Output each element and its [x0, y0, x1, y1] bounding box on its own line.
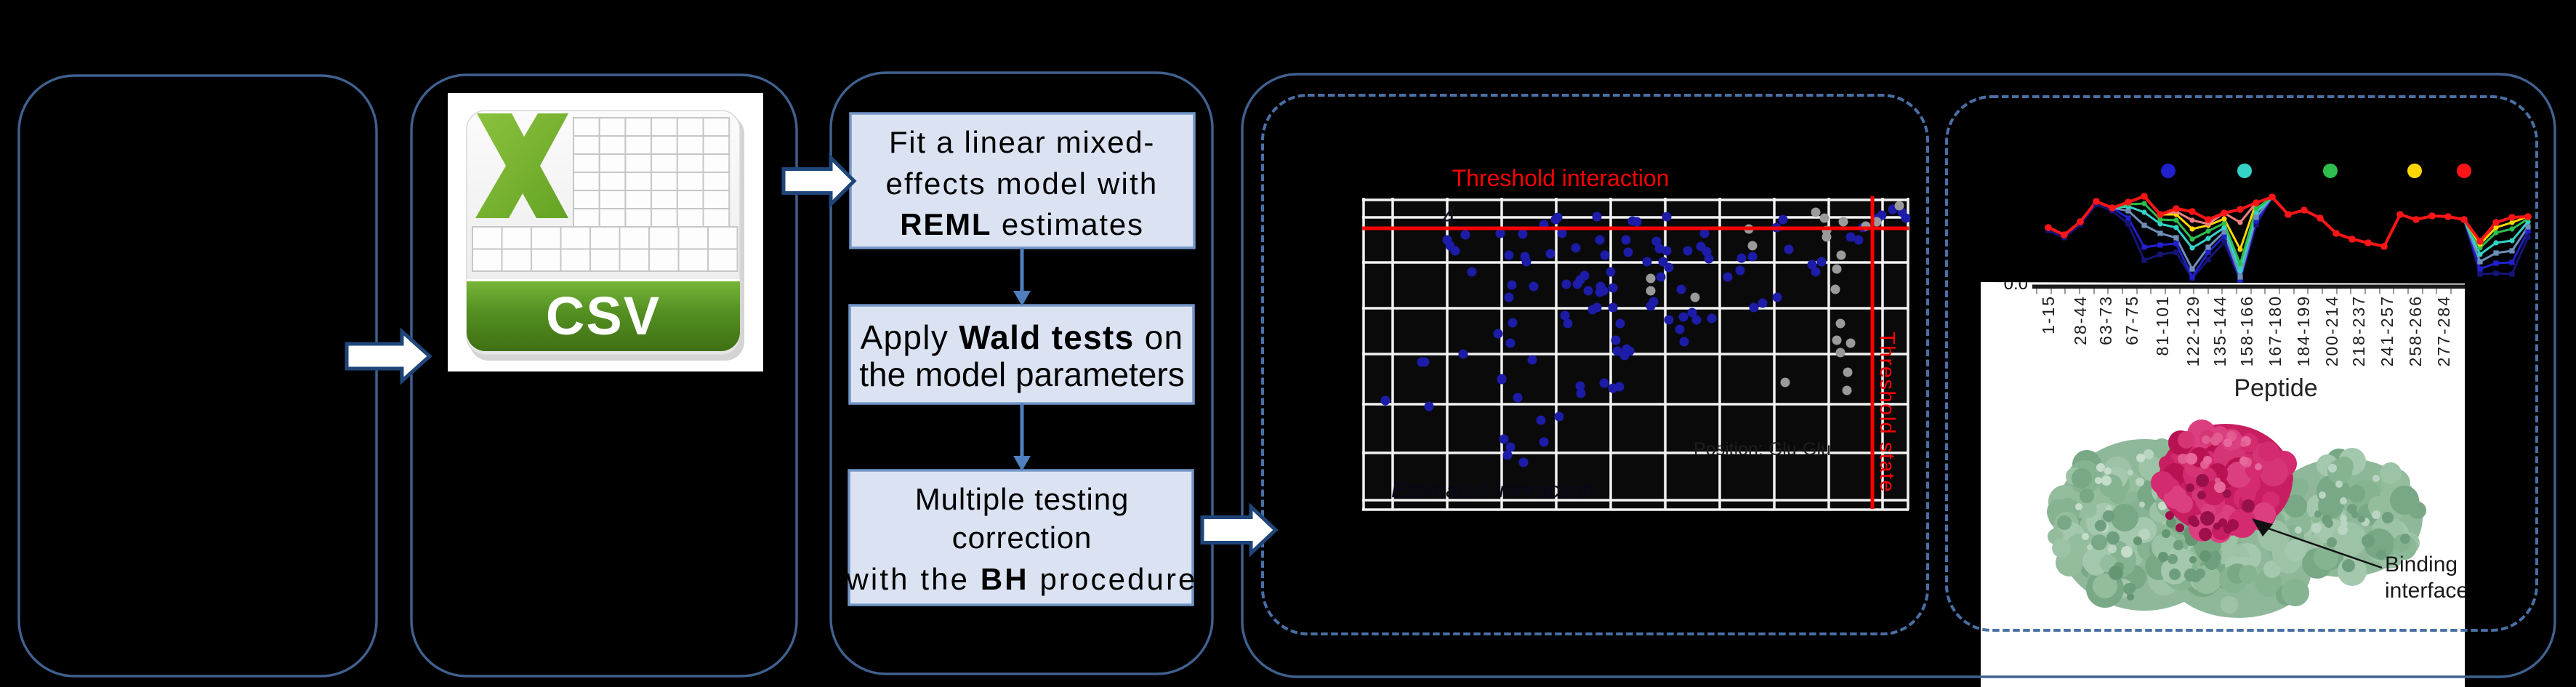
- svg-text:REML estimates: REML estimates: [900, 207, 1144, 241]
- svg-text:the model parameters: the model parameters: [859, 355, 1184, 393]
- svg-text:0.0: 0.0: [2004, 274, 2028, 294]
- svg-text:28-44: 28-44: [2071, 295, 2090, 345]
- svg-text:Multiple testing: Multiple testing: [915, 482, 1130, 516]
- svg-text:CSV: CSV: [546, 286, 661, 346]
- svg-text:184-199: 184-199: [2294, 295, 2313, 366]
- svg-text:Peptide: Peptide: [2234, 374, 2317, 402]
- svg-text:258-266: 258-266: [2406, 295, 2425, 366]
- svg-text:218-237: 218-237: [2349, 295, 2368, 366]
- svg-text:277-284: 277-284: [2434, 295, 2453, 366]
- svg-text:81-101: 81-101: [2153, 295, 2172, 356]
- svg-text:correction: correction: [952, 521, 1092, 555]
- svg-text:167-180: 167-180: [2266, 295, 2285, 366]
- svg-text:63-73: 63-73: [2096, 295, 2115, 345]
- svg-text:Threshold interaction: Threshold interaction: [1452, 165, 1670, 191]
- svg-text:200-214: 200-214: [2322, 295, 2341, 366]
- svg-text:241-257: 241-257: [2378, 295, 2396, 366]
- svg-text:Position: Glu-Glu: Position: Glu-Glu: [1694, 439, 1831, 459]
- svg-text:effects model with: effects model with: [886, 166, 1159, 201]
- svg-text:158-166: 158-166: [2237, 295, 2256, 366]
- svg-text:122-129: 122-129: [2183, 295, 2202, 366]
- svg-text:Threshold state: Threshold state: [1875, 332, 1899, 493]
- svg-text:Apply Wald tests on: Apply Wald tests on: [861, 318, 1184, 356]
- svg-text:Estimated interaction: Estimated interaction: [1391, 478, 1595, 502]
- svg-text:135-144: 135-144: [2210, 295, 2229, 366]
- svg-text:Binding: Binding: [2385, 553, 2458, 576]
- svg-text:with the BH procedure: with the BH procedure: [846, 562, 1198, 596]
- svg-text:Fit a linear mixed-: Fit a linear mixed-: [889, 125, 1155, 159]
- svg-text:4: 4: [1442, 204, 1456, 231]
- svg-text:interface: interface: [2385, 579, 2468, 603]
- svg-text:1-15: 1-15: [2039, 295, 2058, 334]
- svg-text:67-75: 67-75: [2122, 295, 2141, 345]
